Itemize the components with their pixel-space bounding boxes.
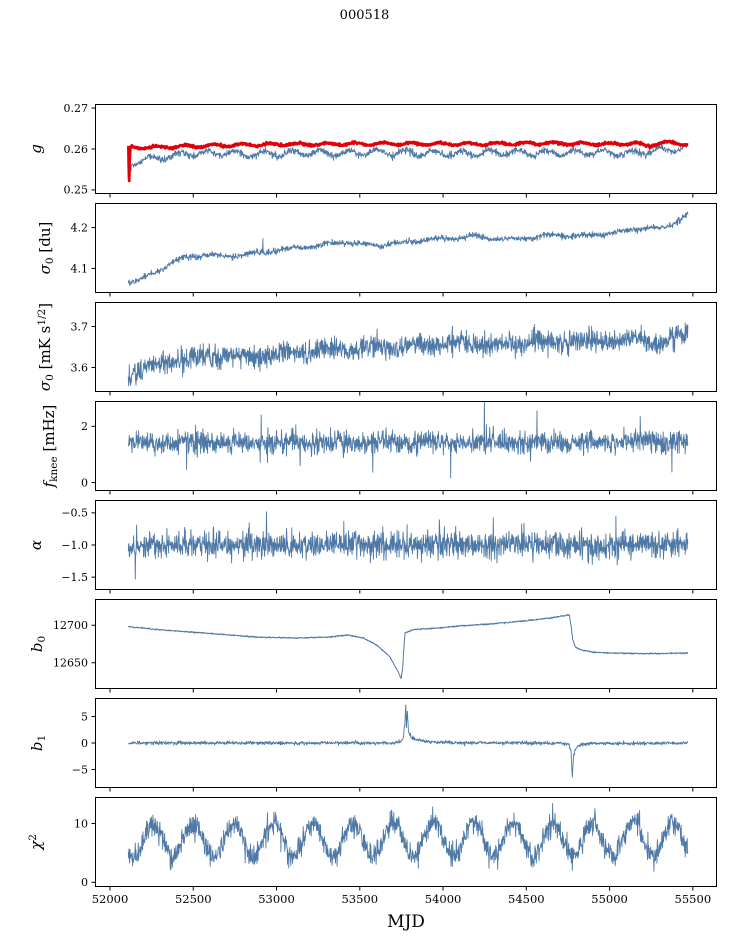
y-tick-label: 12650 — [53, 657, 88, 670]
y-tick-label: 0 — [81, 476, 88, 489]
subplot-sigma0-du: 4.1 4.2 — [71, 203, 717, 297]
y-tick-label: 12700 — [53, 619, 88, 632]
subplot-f-knee: 02 — [81, 401, 717, 495]
axes-frame — [95, 104, 717, 194]
axes-frame — [95, 698, 717, 788]
y-axis-label-segment: [mK s — [36, 325, 55, 375]
y-axis-label-segment: 0 — [44, 374, 57, 381]
y-tick-label: 0 — [81, 876, 88, 889]
y-tick-label: 0.25 — [64, 184, 89, 197]
axes-frame — [95, 797, 717, 887]
subplot-b0: 12650 12700 — [53, 599, 717, 693]
y-axis-label-segment: 0 — [44, 257, 57, 265]
series-line-sigma0-du — [127, 211, 689, 286]
y-tick-label: 0.26 — [64, 143, 89, 156]
y-axis-label-segment: b — [27, 642, 46, 653]
y-tick-label: 5 — [81, 710, 88, 723]
y-tick-label: −1.0 — [61, 539, 88, 552]
axes-frame — [95, 500, 717, 590]
x-tick-label: 55000 — [591, 892, 628, 906]
y-axis-label-alpha: α — [27, 540, 45, 550]
y-axis-label-segment: g — [27, 144, 45, 154]
y-axis-label-g: g — [27, 144, 45, 154]
y-axis-label-segment: 2 — [26, 834, 39, 841]
subplot-alpha: −1.5 −1.0 −0.5 — [61, 500, 717, 594]
y-axis-label-segment: [mHz] — [39, 404, 58, 457]
series-line-b0 — [127, 613, 689, 680]
axes-frame — [95, 203, 717, 293]
y-axis-label-segment: b — [27, 741, 46, 752]
subplot-chi2: 0 10 52000 52500 53000 53500 54000 54500 55000 55… — [74, 797, 717, 906]
y-axis-label-segment: [du] — [35, 221, 54, 258]
y-axis-label-chi2: χ2 — [27, 834, 45, 850]
subplot-sigma0-mks: 3.6 3.7 — [71, 302, 717, 396]
series-line-f-knee — [127, 401, 689, 479]
x-tick-label: 53500 — [341, 892, 378, 906]
series-line-g-red — [127, 139, 689, 183]
series-line-b1 — [128, 704, 688, 778]
y-tick-label: −5 — [72, 763, 88, 776]
x-axis-title: MJD — [387, 912, 425, 932]
y-axis-label-sigma0-mks: σ0 [mK s1/2] — [36, 303, 56, 391]
axes-frame — [95, 599, 717, 689]
y-tick-label: 0 — [81, 737, 88, 750]
y-axis-label-segment: f — [39, 481, 58, 488]
series-line-sigma0-mks — [127, 322, 689, 387]
y-axis-label-segment: 0 — [36, 635, 49, 643]
y-tick-label: 4.2 — [71, 221, 89, 234]
series-line-chi2 — [127, 803, 689, 872]
subplot-b1: −5 0 5 — [72, 698, 717, 792]
y-tick-label: −1.5 — [61, 571, 88, 584]
subplot-g: 0.25 0.26 0.27 — [64, 102, 717, 198]
x-tick-label: 55500 — [675, 892, 712, 906]
y-axis-label-segment: α — [27, 539, 45, 551]
figure-title: 000518 — [339, 8, 390, 23]
x-tick-label: 52500 — [175, 892, 212, 906]
y-axis-label-segment: 1 — [36, 734, 49, 742]
axes-frame — [95, 401, 717, 491]
y-axis-label-segment: χ — [27, 840, 46, 850]
y-tick-label: 3.7 — [71, 320, 89, 333]
x-tick-label: 52000 — [92, 892, 129, 906]
x-tick-label: 54000 — [425, 892, 462, 906]
y-tick-label: 3.6 — [71, 361, 89, 374]
y-tick-label: 4.1 — [71, 262, 89, 275]
y-axis-label-segment: knee — [48, 456, 61, 482]
y-axis-label-segment: σ — [36, 380, 55, 392]
y-axis-label-f-knee: fknee [mHz] — [40, 405, 60, 488]
x-tick-label: 53000 — [258, 892, 295, 906]
y-axis-label-sigma0-du: σ0 [du] — [36, 222, 56, 275]
series-line-alpha — [127, 511, 689, 580]
y-axis-label-b0: b0 — [28, 636, 48, 652]
x-tick-label: 54500 — [508, 892, 545, 906]
axes-frame — [95, 302, 717, 392]
y-tick-label: 2 — [81, 420, 88, 433]
series-line-g-blue — [127, 143, 689, 173]
y-tick-label: −0.5 — [61, 507, 88, 520]
y-tick-label: 10 — [74, 817, 88, 830]
y-axis-label-segment: ] — [36, 302, 55, 309]
y-axis-label-segment: 1/2 — [35, 308, 48, 326]
y-axis-label-b1: b1 — [28, 735, 48, 751]
y-axis-label-segment: σ — [35, 264, 54, 275]
y-tick-label: 0.27 — [64, 102, 89, 115]
